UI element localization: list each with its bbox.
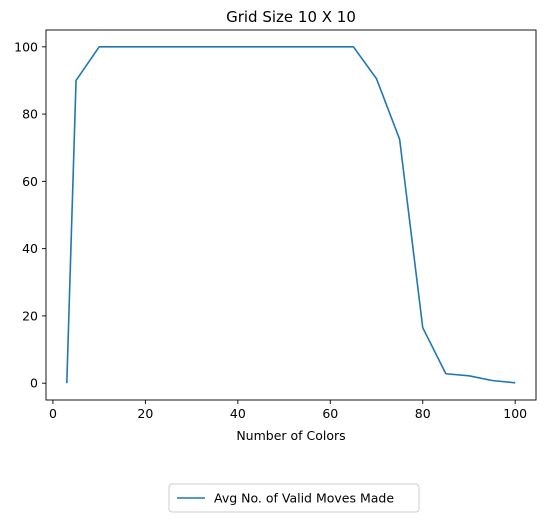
x-tick-label: 20: [137, 406, 153, 421]
legend-entry: Avg No. of Valid Moves Made: [214, 491, 394, 506]
x-tick-label: 0: [49, 406, 57, 421]
x-axis-label: Number of Colors: [236, 428, 345, 443]
y-tick-label: 0: [30, 376, 38, 391]
x-tick-label: 80: [415, 406, 431, 421]
y-tick-label: 100: [14, 39, 38, 54]
y-tick-label: 40: [22, 241, 38, 256]
legend: Avg No. of Valid Moves Made: [168, 483, 420, 513]
y-tick-label: 80: [22, 107, 38, 122]
legend-box: [168, 483, 420, 513]
series-line-0: [66, 46, 516, 384]
plot-area: 0 20 40 60 80 100 0 20 40 60 80 100: [14, 29, 537, 421]
x-tick-label: 100: [503, 406, 527, 421]
axes-frame: [45, 29, 537, 401]
x-tick-label: 40: [230, 406, 246, 421]
y-tick-label: 20: [22, 308, 38, 323]
chart-title: Grid Size 10 X 10: [226, 8, 356, 26]
x-tick-label: 60: [322, 406, 338, 421]
y-tick-label: 60: [22, 174, 38, 189]
